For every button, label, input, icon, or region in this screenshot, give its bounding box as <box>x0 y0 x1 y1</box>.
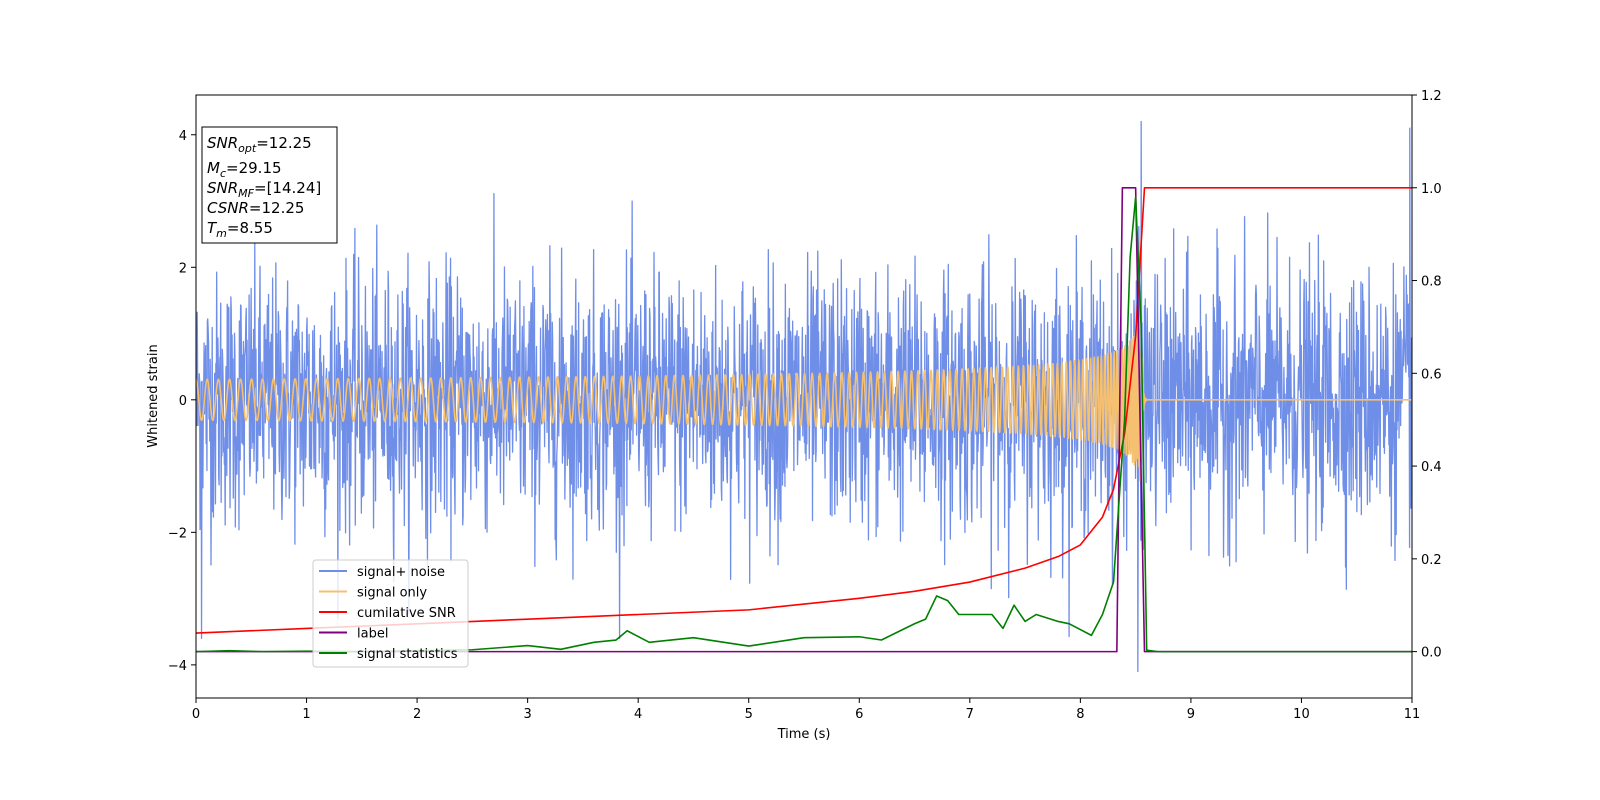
x-tick-label: 6 <box>855 707 863 722</box>
legend-frame <box>312 559 469 668</box>
x-tick-label: 10 <box>1293 707 1310 722</box>
x-tick-label: 9 <box>1187 707 1195 722</box>
legend-label: signal only <box>357 586 427 601</box>
y-right-tick-label: 0.6 <box>1421 367 1442 382</box>
x-tick-label: 5 <box>745 707 753 722</box>
y-axis-left: 4 2 0 −2 −4 <box>168 129 196 674</box>
series-line-0 <box>196 120 1412 673</box>
y-right-tick-label: 1.0 <box>1421 182 1442 197</box>
y-left-tick-label: 0 <box>179 394 187 409</box>
y-left-tick-label: −2 <box>168 526 187 541</box>
legend-label: signal statistics <box>357 647 458 662</box>
x-tick-label: 0 <box>192 707 200 722</box>
y-right-tick-label: 0.8 <box>1421 275 1442 290</box>
y-axis-right: 1.2 1.0 0.8 0.6 0.4 0.2 0.0 <box>1412 89 1442 661</box>
series-line-4 <box>196 196 1412 653</box>
y-right-tick-label: 0.0 <box>1421 646 1442 661</box>
stats-line: Tm=8.55 <box>207 219 273 240</box>
y-right-tick-label: 1.2 <box>1421 89 1442 104</box>
series-layer <box>196 120 1412 673</box>
legend-label: label <box>357 627 388 642</box>
x-tick-label: 8 <box>1076 707 1084 722</box>
series-line-1 <box>196 328 1412 482</box>
legend-label: signal+ noise <box>357 565 445 580</box>
stats-box: SNRopt=12.25 Mc=29.15SNRMF=[14.24]CSNR=12… <box>201 126 338 244</box>
x-axis: 0 1 2 3 4 5 6 7 8 9 10 11 <box>192 698 1420 722</box>
x-tick-label: 4 <box>634 707 642 722</box>
x-tick-label: 2 <box>413 707 421 722</box>
stats-box-frame <box>201 126 338 244</box>
y-left-tick-label: −4 <box>168 659 187 674</box>
x-tick-label: 11 <box>1404 707 1421 722</box>
y-right-tick-label: 0.2 <box>1421 553 1442 568</box>
stats-line: SNRMF=[14.24] <box>207 179 321 200</box>
legend: signal+ noise signal only cumilative SNR la… <box>312 559 469 668</box>
legend-label: cumilative SNR <box>357 606 456 621</box>
y-axis-title: Whitened strain <box>146 344 161 447</box>
x-axis-title: Time (s) <box>777 727 831 742</box>
stats-line: CSNR=12.25 <box>207 199 304 217</box>
y-right-tick-label: 0.4 <box>1421 460 1442 475</box>
x-tick-label: 7 <box>966 707 974 722</box>
series-line-2 <box>196 186 1412 634</box>
y-left-tick-label: 4 <box>179 129 187 144</box>
x-tick-label: 3 <box>523 707 531 722</box>
x-tick-label: 1 <box>302 707 310 722</box>
plot-frame <box>195 94 1413 699</box>
stats-line: SNRopt=12.25 <box>207 134 312 155</box>
y-left-tick-label: 2 <box>179 261 187 276</box>
stats-line: Mc=29.15 <box>207 159 282 180</box>
